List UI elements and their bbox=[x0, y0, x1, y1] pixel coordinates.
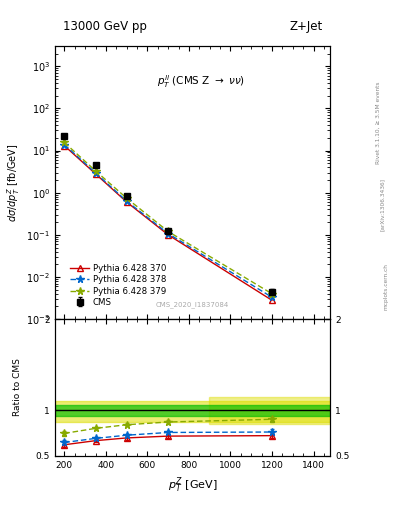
Text: CMS_2020_I1837084: CMS_2020_I1837084 bbox=[156, 302, 229, 308]
Pythia 6.428 378 bbox=[62, 141, 67, 147]
Text: Rivet 3.1.10, ≥ 3.5M events: Rivet 3.1.10, ≥ 3.5M events bbox=[376, 81, 380, 164]
Pythia 6.428 378 bbox=[124, 198, 129, 204]
Line: Pythia 6.428 379: Pythia 6.428 379 bbox=[61, 139, 276, 297]
Pythia 6.428 370 bbox=[124, 199, 129, 205]
Y-axis label: Ratio to CMS: Ratio to CMS bbox=[13, 358, 22, 416]
Y-axis label: $d\sigma/dp_T^Z$ [fb/GeV]: $d\sigma/dp_T^Z$ [fb/GeV] bbox=[5, 143, 22, 222]
Pythia 6.428 379 bbox=[62, 139, 67, 145]
Pythia 6.428 378 bbox=[166, 230, 171, 237]
Bar bbox=[55, 401, 330, 422]
Line: Pythia 6.428 378: Pythia 6.428 378 bbox=[61, 141, 276, 301]
Bar bbox=[209, 396, 330, 424]
Pythia 6.428 379 bbox=[93, 168, 98, 174]
Pythia 6.428 379 bbox=[270, 291, 274, 297]
Pythia 6.428 370 bbox=[270, 297, 274, 304]
Pythia 6.428 370 bbox=[62, 143, 67, 149]
Pythia 6.428 378 bbox=[270, 294, 274, 301]
Bar bbox=[55, 404, 330, 416]
Pythia 6.428 370 bbox=[93, 170, 98, 177]
Legend: Pythia 6.428 370, Pythia 6.428 378, Pythia 6.428 379, CMS: Pythia 6.428 370, Pythia 6.428 378, Pyth… bbox=[68, 262, 169, 309]
Text: [arXiv:1306.3436]: [arXiv:1306.3436] bbox=[380, 178, 384, 231]
Text: mcplots.cern.ch: mcplots.cern.ch bbox=[384, 263, 388, 310]
X-axis label: $p_T^Z$ [GeV]: $p_T^Z$ [GeV] bbox=[168, 475, 217, 495]
Pythia 6.428 378 bbox=[93, 170, 98, 176]
Text: Z+Jet: Z+Jet bbox=[289, 20, 322, 33]
Pythia 6.428 379 bbox=[166, 228, 171, 234]
Text: $p_T^{ll}$ (CMS Z $\rightarrow$ $\nu\nu$): $p_T^{ll}$ (CMS Z $\rightarrow$ $\nu\nu$… bbox=[157, 73, 245, 90]
Pythia 6.428 370 bbox=[166, 232, 171, 238]
Text: 13000 GeV pp: 13000 GeV pp bbox=[63, 20, 147, 33]
Line: Pythia 6.428 370: Pythia 6.428 370 bbox=[61, 142, 275, 304]
Pythia 6.428 379 bbox=[124, 195, 129, 201]
